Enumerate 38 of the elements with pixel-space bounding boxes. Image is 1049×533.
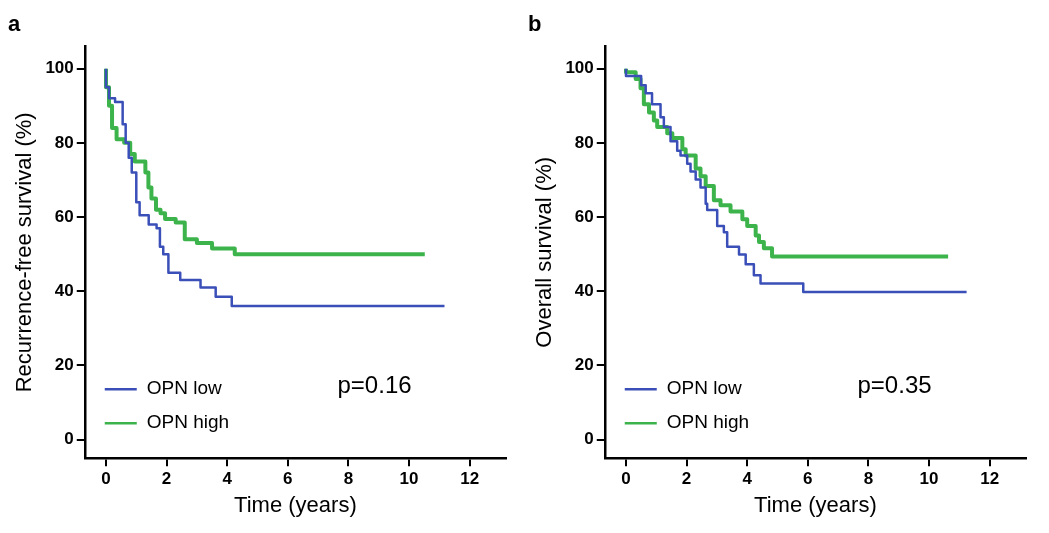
y-tick-label: 60 [574,206,594,226]
x-tick-label: 0 [101,469,111,489]
x-tick-label: 4 [222,469,233,489]
legend-label: OPN high [146,411,230,433]
x-axis-title: Time (years) [234,491,357,517]
y-tick-label: 100 [565,58,594,78]
legend-label: OPN low [666,377,742,399]
y-tick-label: 40 [54,280,74,300]
y-axis-title: Recurrence-free survival (%) [11,112,37,393]
y-tick-label: 0 [64,429,74,449]
y-tick-label: 100 [45,58,74,78]
chart-title: b [528,11,542,37]
x-tick-label: 2 [681,469,692,489]
chart-title: a [8,11,21,37]
x-tick-label: 12 [980,469,1000,489]
y-tick-label: 20 [574,355,594,375]
x-axis-title: Time (years) [754,491,877,517]
y-axis-title: Overall survival (%) [531,156,557,348]
x-tick-label: 6 [283,469,293,489]
x-tick-label: 12 [460,469,480,489]
y-tick-label: 60 [54,206,74,226]
legend-label: OPN high [666,411,750,433]
x-tick-label: 8 [343,469,354,489]
x-tick-label: 4 [742,469,753,489]
x-tick-label: 10 [919,469,939,489]
x-tick-label: 10 [399,469,419,489]
x-tick-label: 6 [803,469,813,489]
y-tick-label: 20 [54,355,74,375]
y-tick-label: 80 [574,132,594,152]
y-tick-label: 40 [574,280,594,300]
annotation: p=0.35 [857,370,932,398]
x-tick-label: 0 [621,469,631,489]
x-tick-label: 2 [161,469,172,489]
x-tick-label: 8 [863,469,874,489]
annotation: p=0.16 [337,370,412,398]
legend-label: OPN low [146,377,222,399]
y-tick-label: 0 [584,429,594,449]
y-tick-label: 80 [54,132,74,152]
